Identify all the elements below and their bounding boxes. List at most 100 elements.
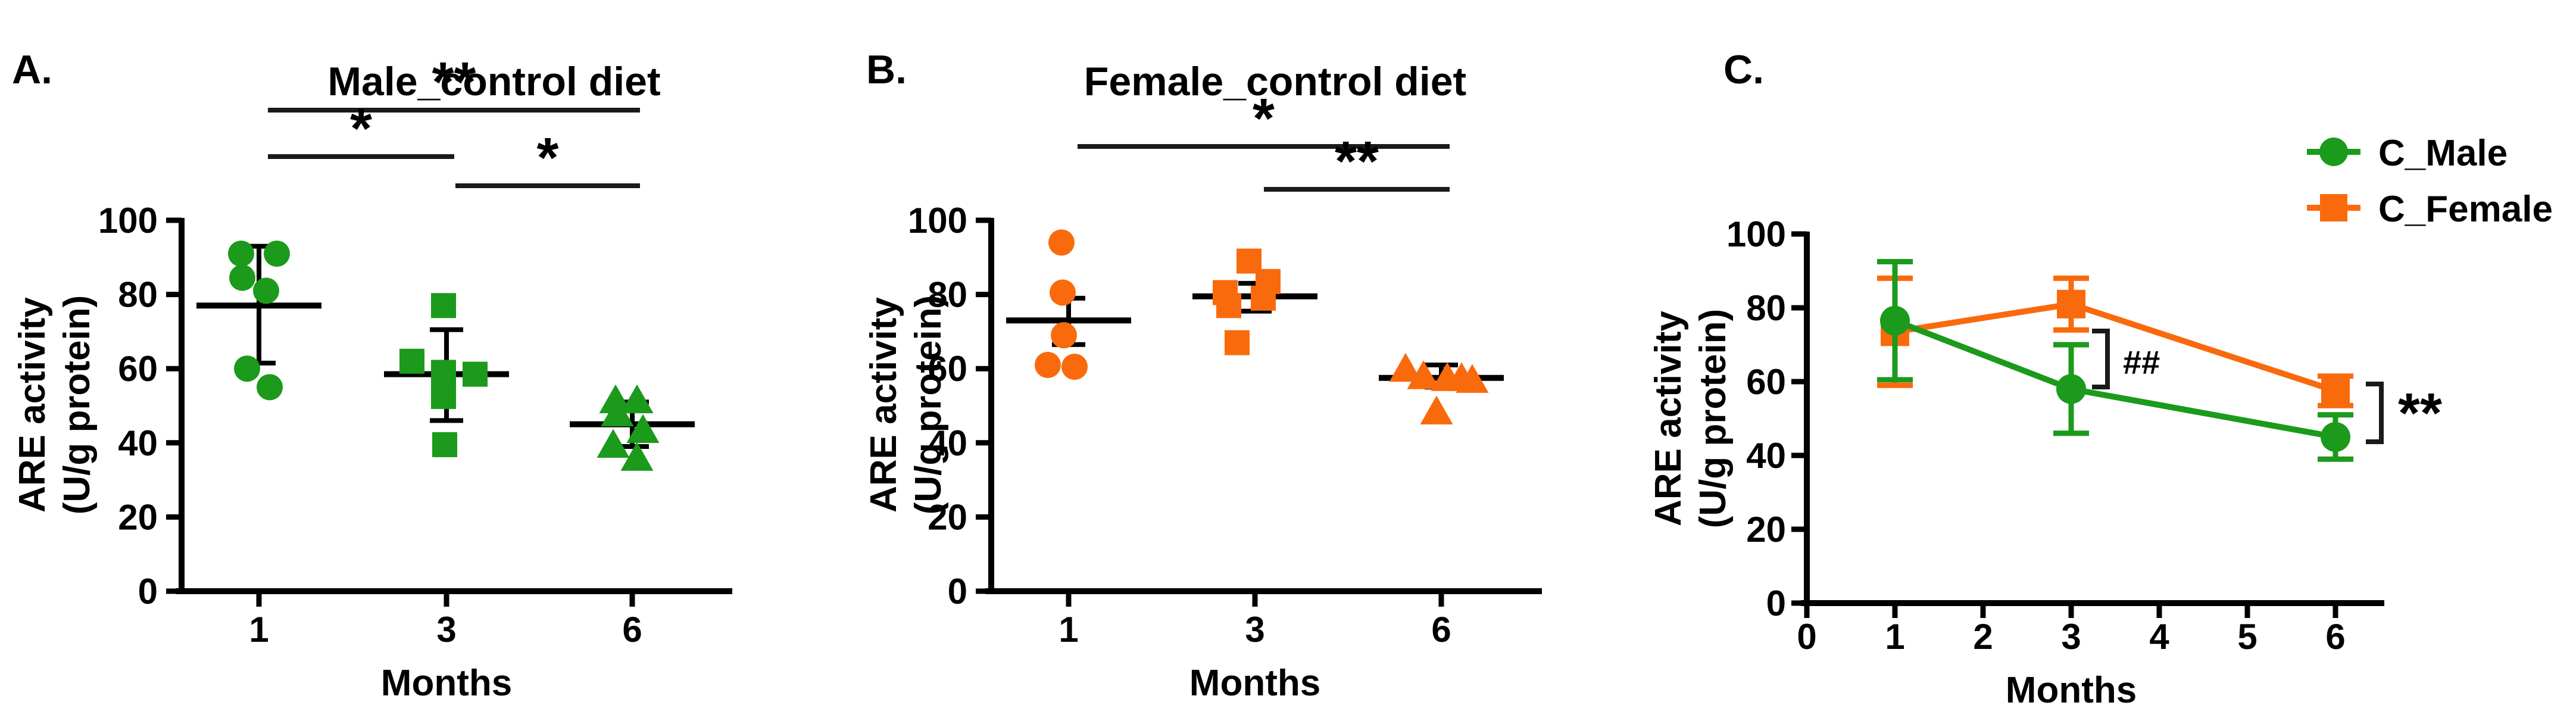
sig-label: * (537, 126, 559, 189)
x-tick-label: 6 (622, 610, 642, 650)
data-point (1431, 362, 1464, 391)
comparison-bracket (2092, 329, 2110, 389)
data-point (1051, 322, 1077, 349)
x-tick-label: 6 (1431, 610, 1451, 650)
data-point (431, 293, 456, 319)
y-tick-label: 100 (1726, 214, 1786, 254)
data-point (620, 442, 654, 471)
panel-c-marks: 0 20 40 60 80 100 0 1 2 3 4 5 6 ## ** (1726, 138, 2442, 657)
y-tick-label: 0 (138, 572, 158, 611)
panel-c-xlabel: Months (2006, 670, 2137, 711)
panel-letter-b: B. (866, 47, 907, 92)
data-point (253, 277, 279, 304)
x-tick-label: 1 (249, 610, 268, 650)
panel-a-ylabel-line2: (U/g protein) (57, 295, 98, 515)
legend-marker-icon (2320, 194, 2347, 221)
data-point (1251, 285, 1276, 311)
data-point (431, 383, 456, 409)
data-point (626, 414, 660, 443)
data-point (1880, 305, 1910, 336)
data-point (1035, 351, 1061, 378)
data-point (431, 360, 456, 385)
x-tick-label: 3 (436, 610, 456, 650)
data-point (2321, 376, 2350, 405)
data-point (1061, 354, 1088, 380)
data-point (432, 432, 457, 457)
x-tick-label: 3 (1245, 610, 1264, 650)
y-tick-label: 100 (908, 201, 967, 241)
x-tick-label: 1 (1885, 617, 1904, 657)
x-tick-label: 2 (1973, 617, 1993, 657)
x-tick-label: 4 (2149, 617, 2169, 657)
data-point (1050, 279, 1076, 306)
annotation-label: ** (2398, 382, 2442, 445)
data-point (257, 374, 283, 401)
y-tick-label: 40 (118, 423, 158, 463)
x-tick-label: 0 (1797, 617, 1816, 657)
data-point (1407, 360, 1440, 389)
panel-letter-c: C. (1723, 47, 1764, 92)
data-point (1216, 293, 1241, 319)
annotation-label: ## (2123, 344, 2160, 381)
comparison-bracket (2366, 382, 2384, 444)
panel-a-xlabel: Months (381, 663, 512, 704)
data-point (1389, 352, 1422, 382)
data-point (229, 264, 255, 291)
x-tick-label: 1 (1058, 610, 1078, 650)
y-tick-label: 80 (1746, 288, 1786, 328)
data-point (1048, 229, 1075, 256)
y-tick-label: 0 (948, 572, 967, 611)
y-tick-label: 100 (98, 201, 158, 241)
y-tick-label: 60 (118, 349, 158, 389)
panel-a-title: Male_control diet (327, 59, 660, 104)
legend-label-c-male: C_Male (2378, 133, 2508, 174)
x-tick-label: 3 (2061, 617, 2081, 657)
y-tick-label: 60 (928, 349, 967, 389)
data-point (2321, 422, 2350, 452)
panel-letter-a: A. (12, 47, 52, 92)
panel-c-ylabel-line1: ARE activity (1648, 311, 1689, 526)
y-tick-label: 20 (118, 497, 158, 537)
data-point (2057, 289, 2085, 319)
panel-a-ylabel-line1: ARE activity (12, 297, 53, 513)
y-tick-label: 80 (118, 275, 158, 315)
panel-b-ylabel-line2: (U/g protein) (908, 295, 949, 515)
x-tick-label: 6 (2325, 617, 2345, 657)
data-point (1456, 364, 1489, 393)
panel-c-ylabel-line2: (U/g protein) (1693, 309, 1734, 529)
data-point (599, 384, 632, 414)
data-point (1225, 330, 1250, 355)
data-point (264, 241, 290, 267)
y-tick-label: 80 (928, 275, 967, 315)
panel-b-ylabel-line1: ARE activity (863, 297, 904, 513)
y-tick-label: 20 (1746, 510, 1786, 550)
sig-label: ** (1335, 130, 1379, 193)
data-point (234, 355, 260, 382)
data-point (399, 348, 424, 374)
sig-label: ** (432, 51, 476, 114)
legend-label-c-female: C_Female (2378, 189, 2553, 230)
x-tick-label: 5 (2237, 617, 2257, 657)
data-point (601, 397, 634, 426)
y-tick-label: 20 (928, 497, 967, 537)
y-tick-label: 40 (928, 423, 967, 463)
legend-marker-icon (2319, 138, 2348, 166)
sig-label: * (1253, 87, 1275, 150)
data-point (2056, 374, 2086, 404)
series-line (1894, 318, 2336, 440)
data-point (463, 361, 488, 387)
data-point (228, 241, 254, 267)
panel-b-xlabel: Months (1189, 663, 1320, 704)
panel-b-title: Female_control diet (1084, 59, 1466, 104)
sig-label: * (350, 97, 372, 160)
y-tick-label: 60 (1746, 362, 1786, 402)
y-tick-label: 0 (1766, 583, 1786, 623)
data-point (1420, 395, 1453, 424)
data-point (620, 384, 654, 414)
data-point (597, 429, 630, 458)
y-tick-label: 40 (1746, 436, 1786, 476)
